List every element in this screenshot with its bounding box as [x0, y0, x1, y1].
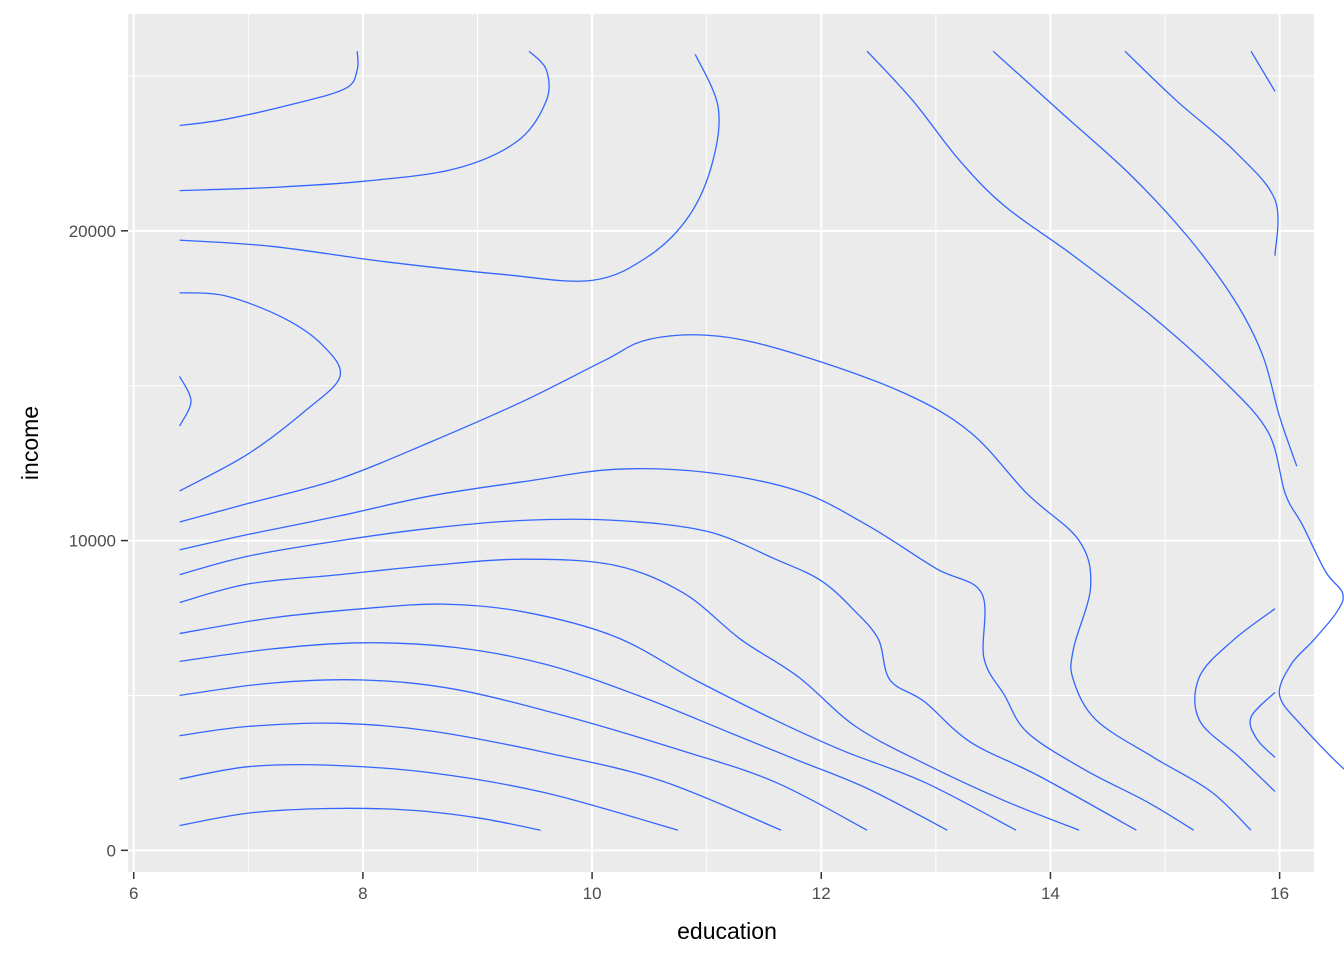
x-tick-label: 8 [358, 884, 367, 903]
contour-line-4 [179, 679, 868, 831]
contour-line-19 [1250, 50, 1276, 92]
x-axis-ticks: 6 8 10 12 14 16 [129, 872, 1289, 903]
contour-line-18 [1124, 50, 1279, 256]
contour-line-10 [179, 334, 1252, 831]
major-gridlines [128, 14, 1314, 872]
y-tick-label: 0 [107, 841, 116, 860]
y-tick-label: 10000 [69, 532, 116, 551]
contour-line-13 [179, 54, 720, 282]
x-tick-label: 14 [1041, 884, 1060, 903]
plot-panel [128, 14, 1314, 872]
contour-line-14 [179, 50, 550, 192]
contour-line-8 [179, 518, 1137, 831]
y-axis-ticks: 0 10000 20000 [69, 222, 128, 860]
contour-line-20 [1194, 608, 1276, 792]
contour-line-15 [179, 51, 359, 127]
contour-line-5 [179, 642, 948, 831]
contour-lines [179, 50, 1344, 831]
contour-line-9 [179, 467, 1195, 831]
x-tick-label: 16 [1270, 884, 1289, 903]
y-axis-title: income [17, 406, 43, 480]
x-axis-title: education [677, 918, 777, 944]
contour-line-3 [179, 722, 782, 831]
x-tick-label: 10 [583, 884, 602, 903]
y-tick-label: 20000 [69, 222, 116, 241]
x-tick-label: 6 [129, 884, 138, 903]
contour-line-12 [179, 376, 192, 427]
x-tick-label: 12 [812, 884, 831, 903]
contour-line-1 [179, 807, 541, 831]
contour-line-6 [179, 603, 1017, 831]
contour-line-16 [866, 50, 1344, 770]
contour-line-17 [992, 50, 1298, 467]
contour-line-11 [179, 292, 342, 492]
contour-line-21 [1249, 691, 1276, 758]
contour-line-7 [179, 558, 1080, 831]
minor-gridlines [128, 14, 1314, 872]
contour-line-2 [179, 763, 679, 831]
